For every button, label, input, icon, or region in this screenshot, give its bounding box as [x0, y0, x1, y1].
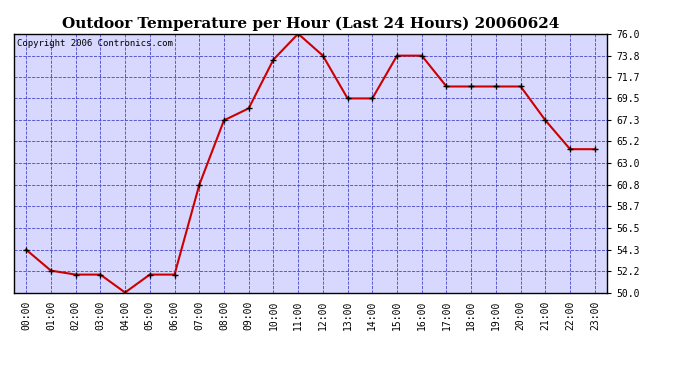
Title: Outdoor Temperature per Hour (Last 24 Hours) 20060624: Outdoor Temperature per Hour (Last 24 Ho… — [62, 17, 559, 31]
Text: Copyright 2006 Contronics.com: Copyright 2006 Contronics.com — [17, 39, 172, 48]
